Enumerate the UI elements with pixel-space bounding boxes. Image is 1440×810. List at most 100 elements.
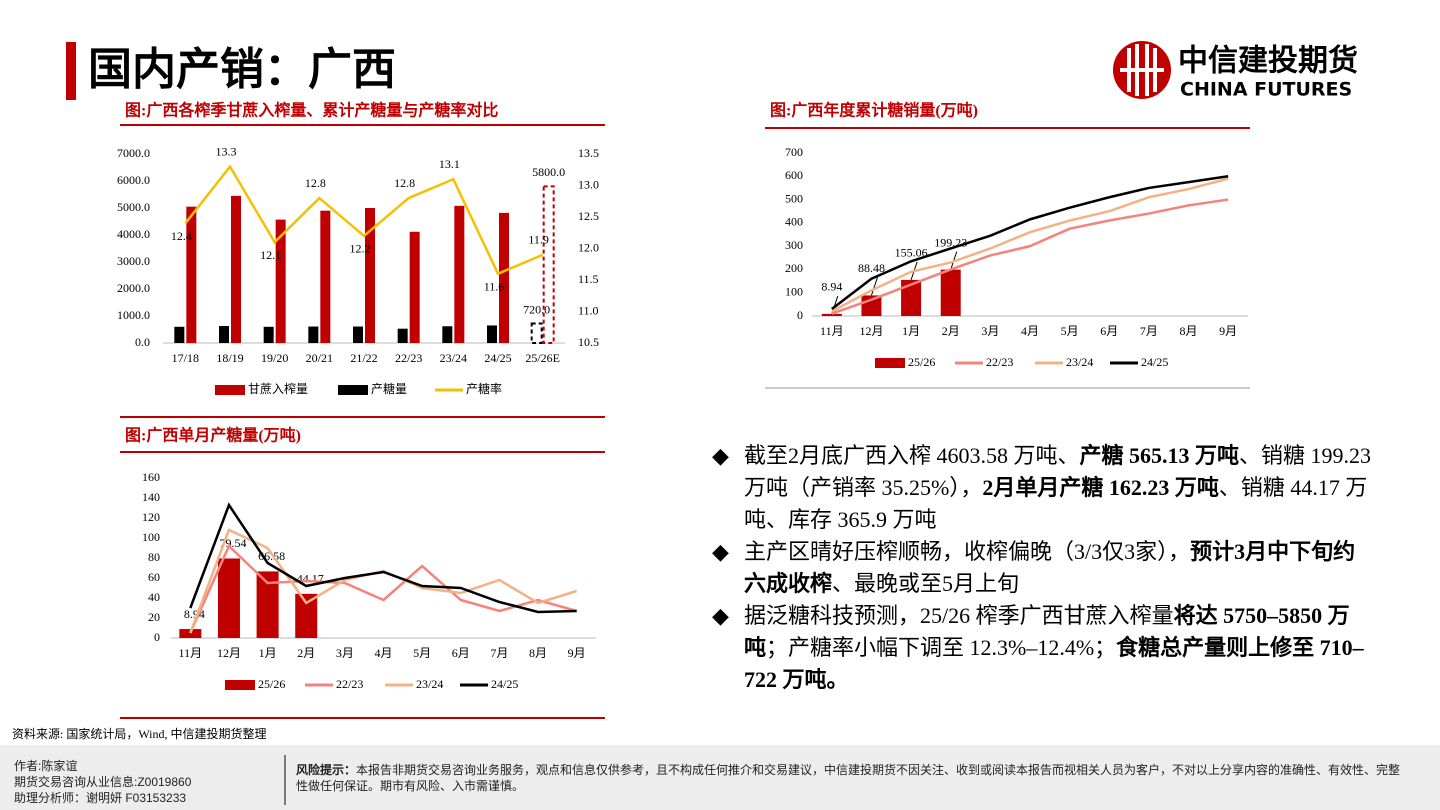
bullet-text: 产糖 565.13 万吨 [1079,443,1240,468]
x-tick-label: 12月 [217,646,241,660]
bullet-text: 将达 5750–5850 万吨 [744,603,1350,660]
data-label: 11.9 [528,233,549,247]
bar [442,326,453,343]
x-tick-label: 6月 [452,646,470,660]
data-label: 12.4 [171,229,192,243]
x-tick-label: 7月 [1140,324,1158,338]
bullet-text: 、最晚或至5月上旬 [832,571,1020,596]
legend-label: 24/25 [491,677,518,691]
chart-title: 图:广西单月产糖量(万吨) [125,426,301,445]
y-tick-label: 700 [785,145,803,159]
x-tick-label: 17/18 [172,351,199,365]
x-tick-label: 12月 [859,324,883,338]
y-tick-label: 60 [148,570,160,584]
y2-tick-label: 10.5 [578,335,599,349]
y2-tick-label: 13.0 [578,177,599,191]
y-tick-label: 7000.0 [117,146,150,160]
bullet-text: 食糖总产量则上修至 710–722 万吨。 [744,635,1364,692]
bullet-text: 、销糖 199.23 万吨（产销率 35.25%）， [744,443,1372,500]
x-tick-label: 9月 [568,646,586,660]
author: 作者:陈家谊 [14,759,78,773]
x-tick-label: 3月 [981,324,999,338]
y-tick-label: 3000.0 [117,254,150,268]
y-tick-label: 6000.0 [117,173,150,187]
logo-text: 中信建投期货 [1178,44,1358,79]
x-tick-label: 21/22 [350,351,377,365]
bullet-text: 预计3月中下旬约六成收榨 [744,539,1356,596]
y-tick-label: 2000.0 [117,281,150,295]
logo-text-en: CHINA FUTURES [1180,79,1352,101]
bullet-text: 据泛糖科技预测，25/26 榨季广西甘蔗入榨量 [744,603,1174,628]
y2-tick-label: 11.0 [578,303,599,317]
data-label: 12.2 [350,242,371,256]
bar [397,328,408,343]
y2-tick-label: 11.5 [578,272,599,286]
legend-label: 甘蔗入榨量 [248,381,308,396]
x-tick-label: 4月 [374,646,392,660]
data-label: 13.3 [216,144,237,158]
assistant: 助理分析师：谢明妍 F03153233 [14,791,187,805]
y-tick-label: 140 [142,490,160,504]
bar [487,325,497,343]
bar [454,205,465,343]
bar [530,322,543,344]
y-tick-label: 200 [785,261,803,275]
bullet: 据泛糖科技预测，25/26 榨季广西甘蔗入榨量将达 5750–5850 万吨；产… [712,600,1372,696]
bar [940,269,961,316]
x-tick-label: 23/24 [440,351,467,365]
legend-swatch [338,385,368,395]
risk-note: 风险提示：本报告非期货交易咨询业务服务，观点和信息仅供参考，且不构成任何推介和交… [296,762,1406,794]
y-tick-label: 500 [785,191,803,205]
data-label: 11.6 [484,279,505,293]
risk-title: 风险提示： [296,763,357,777]
x-tick-label: 24/25 [484,351,511,365]
bar [174,326,185,343]
y-tick-label: 20 [148,610,160,624]
legend-label: 25/26 [258,677,285,691]
data-label: 13.1 [439,157,460,171]
x-tick-label: 2月 [297,646,315,660]
license: 期货交易咨询从业信息:Z0019860 [14,775,192,789]
y2-tick-label: 12.5 [578,209,599,223]
bar [308,326,319,343]
legend-label: 23/24 [416,677,443,691]
chart-title: 图:广西年度累计糖销量(万吨) [770,101,978,120]
y-tick-label: 600 [785,168,803,182]
data-label: 5800.0 [532,165,565,179]
legend-label: 产糖率 [466,381,502,396]
line-series [184,164,544,276]
y-tick-label: 0 [154,630,160,644]
bullet-text: 2月单月产糖 162.23 万吨 [982,475,1219,500]
x-tick-label: 1月 [902,324,920,338]
x-tick-label: 6月 [1100,324,1118,338]
bullet-text: ；产糖率小幅下调至 12.3%–12.4%； [766,635,1117,660]
data-label: 12.1 [260,248,281,262]
y2-tick-label: 12.0 [578,240,599,254]
y-tick-label: 0.0 [135,335,150,349]
line-series [189,543,578,634]
bar [295,593,318,638]
x-tick-label: 5月 [413,646,431,660]
y-tick-label: 5000.0 [117,200,150,214]
bar [231,195,241,343]
x-tick-label: 20/21 [306,351,333,365]
bar [263,326,274,343]
bar [219,325,229,343]
bullet-text: 主产区晴好压榨顺畅，收榨偏晚（3/3仅3家）， [744,539,1191,564]
line-series [831,175,1229,311]
legend-label: 23/24 [1066,355,1093,369]
y-tick-label: 100 [142,530,160,544]
x-tick-label: 19/20 [261,351,288,365]
x-tick-label: 18/19 [216,351,243,365]
bar [499,212,509,343]
x-tick-label: 22/23 [395,351,422,365]
y-tick-label: 120 [142,510,160,524]
y2-tick-label: 13.5 [578,146,599,160]
x-tick-label: 8月 [529,646,547,660]
logo-mark [1113,41,1171,99]
y-tick-label: 80 [148,550,160,564]
legend-label: 22/23 [986,355,1013,369]
x-tick-label: 9月 [1219,324,1237,338]
bullet-text: 截至2月底广西入榨 4603.58 万吨、 [744,443,1080,468]
